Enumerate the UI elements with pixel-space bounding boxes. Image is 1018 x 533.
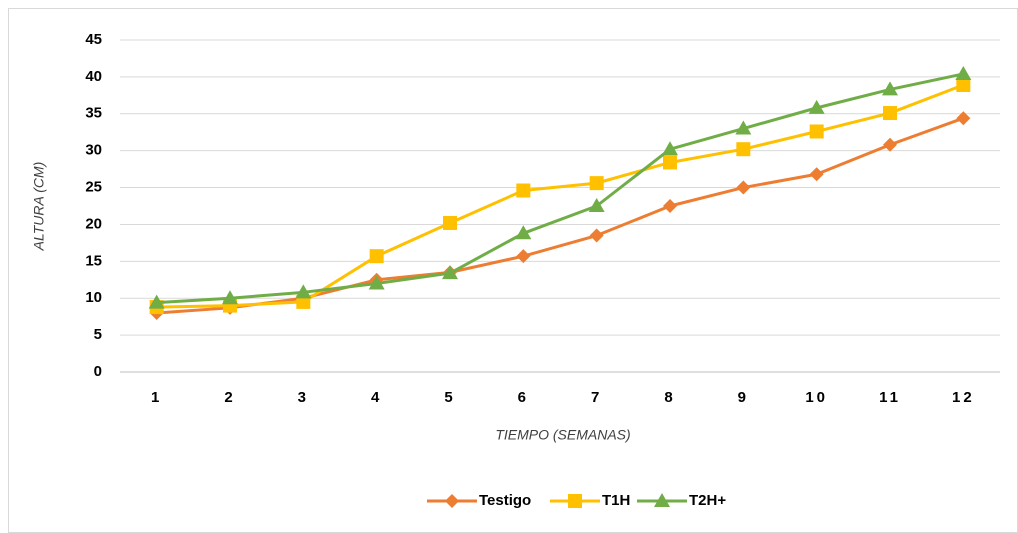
data-point bbox=[663, 155, 677, 170]
legend-marker bbox=[445, 494, 459, 508]
data-point bbox=[736, 180, 751, 195]
data-point bbox=[883, 137, 897, 152]
data-point bbox=[956, 111, 971, 126]
data-point bbox=[588, 198, 605, 212]
legend-marker bbox=[654, 493, 670, 507]
y-axis-title: ALTURA (CM) bbox=[31, 162, 47, 252]
x-tick-label: 5 bbox=[444, 389, 455, 406]
data-point bbox=[809, 124, 824, 139]
data-point bbox=[955, 65, 972, 80]
data-point bbox=[443, 215, 457, 230]
data-point bbox=[589, 228, 604, 243]
data-point bbox=[296, 294, 311, 309]
y-tick-label: 15 bbox=[85, 252, 102, 269]
legend-label: T1H bbox=[602, 492, 630, 509]
data-point bbox=[295, 284, 312, 299]
y-tick-label: 35 bbox=[85, 105, 102, 122]
data-point bbox=[883, 106, 897, 121]
x-axis-title: TIEMPO (SEMANAS) bbox=[495, 427, 630, 443]
data-point bbox=[663, 199, 677, 213]
data-point bbox=[516, 249, 531, 264]
y-tick-label: 10 bbox=[85, 289, 102, 306]
data-point bbox=[956, 78, 971, 93]
data-point bbox=[516, 183, 531, 198]
x-tick-label: 10 bbox=[805, 389, 828, 406]
y-tick-label: 0 bbox=[94, 363, 102, 380]
x-tick-label: 7 bbox=[591, 389, 602, 406]
x-tick-label: 9 bbox=[738, 389, 749, 406]
y-tick-label: 45 bbox=[85, 31, 102, 48]
y-tick-label: 20 bbox=[85, 215, 102, 232]
data-point bbox=[368, 275, 385, 290]
series-line bbox=[156, 116, 964, 315]
data-point bbox=[882, 81, 898, 96]
y-tick-label: 5 bbox=[94, 326, 102, 343]
y-tick-label: 25 bbox=[85, 179, 102, 196]
x-tick-label: 1 bbox=[151, 389, 162, 406]
data-point bbox=[662, 141, 678, 156]
data-point bbox=[222, 290, 238, 305]
x-tick-label: 8 bbox=[664, 389, 675, 406]
data-point bbox=[369, 249, 384, 264]
y-tick-label: 30 bbox=[85, 142, 102, 159]
x-tick-label: 12 bbox=[952, 389, 975, 406]
legend-label: Testigo bbox=[479, 492, 531, 509]
data-point bbox=[735, 120, 752, 135]
data-point bbox=[515, 225, 532, 240]
legend-marker bbox=[568, 494, 582, 508]
data-point bbox=[809, 167, 824, 182]
chart-frame bbox=[8, 8, 1018, 533]
legend-label: T2H+ bbox=[689, 492, 726, 509]
series-line bbox=[156, 72, 964, 305]
x-tick-label: 11 bbox=[879, 389, 901, 406]
data-point bbox=[589, 176, 604, 191]
series-line bbox=[156, 83, 964, 309]
x-tick-label: 2 bbox=[224, 389, 235, 406]
x-tick-label: 6 bbox=[518, 389, 529, 406]
data-point bbox=[736, 142, 751, 157]
data-point bbox=[148, 294, 165, 309]
x-tick-label: 4 bbox=[371, 389, 382, 406]
x-tick-label: 3 bbox=[298, 389, 309, 406]
y-tick-label: 40 bbox=[85, 68, 102, 85]
data-point bbox=[442, 265, 458, 280]
data-point bbox=[808, 99, 825, 114]
